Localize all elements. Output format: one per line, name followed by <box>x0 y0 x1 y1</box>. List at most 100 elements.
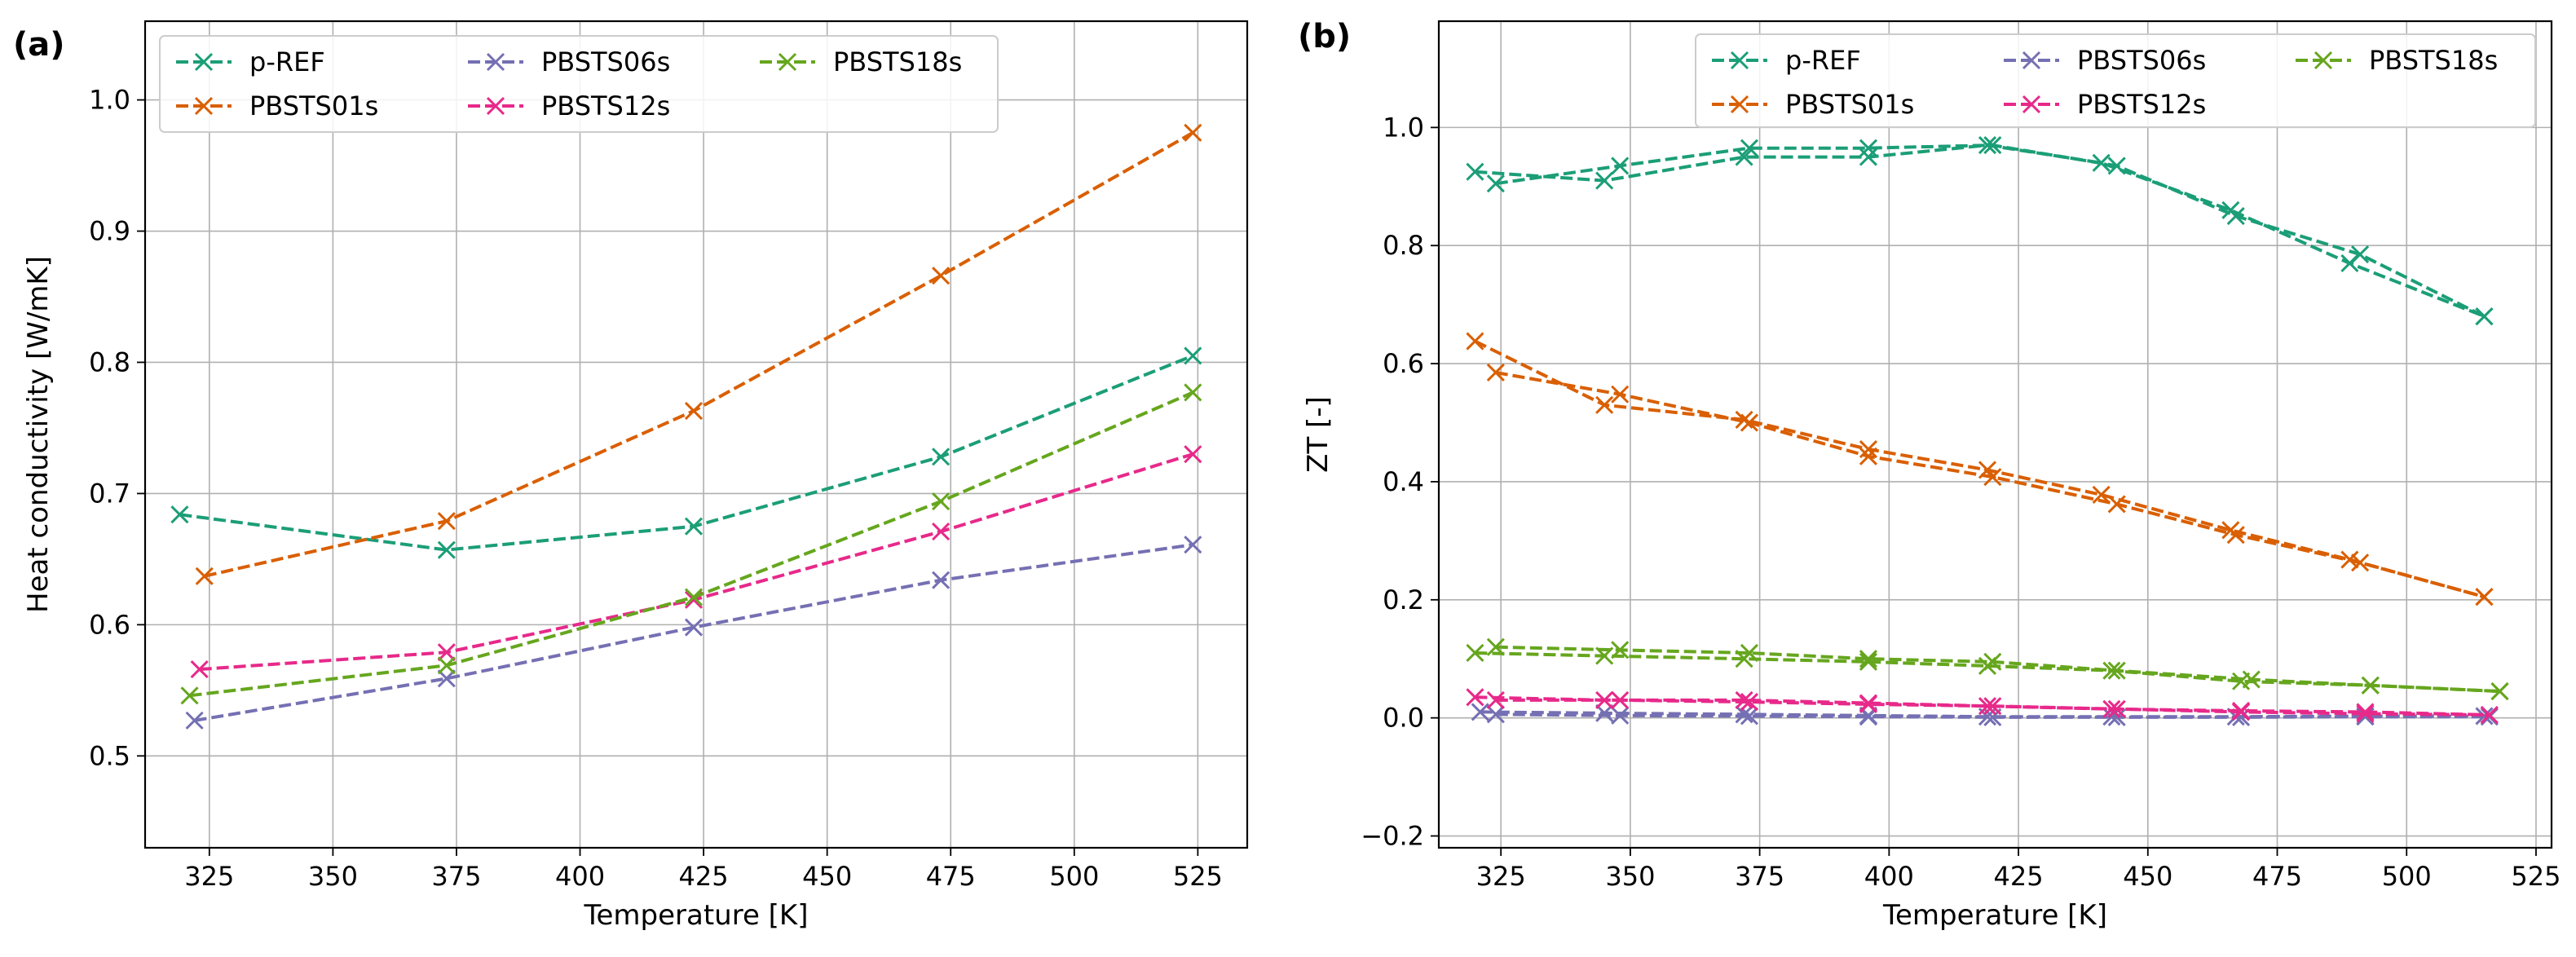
series-line <box>1475 651 2500 694</box>
x-tick-label: 525 <box>2511 861 2561 892</box>
y-tick-label: 0.5 <box>89 740 130 771</box>
data-point: PBSTS01s: 348 K, 0.55 <box>1611 385 1630 404</box>
legend-marker-icon <box>778 52 797 72</box>
panel-a: p-REF: 319 K, 0.68 p-REF: 373 K, 0.66 p-RE… <box>13 20 1249 932</box>
data-point: PBSTS12s: 516 K, 0.01 <box>2480 705 2499 725</box>
ticks-a: 325 350 375 400 425 450 475 500 525 0.5 0.6 0.7 0.8 0… <box>89 85 1223 892</box>
data-point: PBSTS12s: 524 K, 0.73 <box>1184 445 1202 464</box>
data-point: PBSTS12s: 473 K, 0.67 <box>932 523 951 541</box>
legend-entry-p-REF: p-REF <box>1712 45 1861 76</box>
x-tick-label: 350 <box>1605 861 1655 892</box>
data-point: PBSTS06s: 443 K, 0.00 <box>2102 708 2121 726</box>
panel-label-b: (b) <box>1298 18 1351 55</box>
data-point: PBSTS18s: 373 K, 0.11 <box>1740 643 1758 663</box>
panel-label-a: (a) <box>13 26 65 64</box>
series-p-REF: p-REF: 324 K, 0.91p-REF: 348 K, 0.94p-RE… <box>1486 136 2494 326</box>
data-point: PBSTS18s: 470 K, 0.07 <box>2242 670 2261 689</box>
y-tick-label: 0.9 <box>89 216 130 247</box>
data-point: PBSTS12s: 444 K, 0.02 <box>2107 699 2126 718</box>
data-point: PBSTS12s: 420 K, 0.02 <box>1983 697 2002 716</box>
data-point: PBSTS01s: 320 K, 0.64 <box>1466 332 1484 351</box>
data-point: PBSTS18s: 396 K, 0.10 <box>1859 652 1878 671</box>
y-tick-label: 1.0 <box>89 85 130 116</box>
data-point: PBSTS01s: 372 K, 0.51 <box>1735 410 1753 429</box>
data-point: p-REF: 373 K, 0.97 <box>1740 139 1758 157</box>
data-point: PBSTS06s: 373 K, 0.56 <box>437 669 456 688</box>
data-point: PBSTS06s: 524 K, 0.66 <box>1184 536 1202 554</box>
data-point: PBSTS01s: 345 K, 0.53 <box>1595 395 1614 414</box>
data-point: PBSTS01s: 473 K, 0.87 <box>932 267 951 285</box>
series-PBSTS18s: PBSTS18s: 321 K, 0.55 PBSTS18s: 373 K, 0.… <box>180 383 1202 705</box>
y-tick-label: 0.4 <box>1383 466 1424 497</box>
legend-entry-PBSTS06s: PBSTS06s <box>2004 45 2206 76</box>
plot-frame-a <box>143 20 1249 849</box>
legend-label: PBSTS01s <box>1785 89 1914 120</box>
legend-label: PBSTS12s <box>2077 89 2206 120</box>
data-point: PBSTS12s: 468 K, 0.01 <box>2232 703 2251 721</box>
data-point: PBSTS18s: 473 K, 0.69 <box>932 492 951 511</box>
series-PBSTS01s: PBSTS01s: 324 K, 0.59 PBSTS01s: 348 K, 0.… <box>1486 363 2494 606</box>
legend-marker-icon <box>1730 95 1749 114</box>
legend-entry-PBSTS18s: PBSTS18s <box>2296 45 2498 76</box>
y-tick-label: −0.2 <box>1361 821 1424 852</box>
data-point: p-REF: 515 K, 0.68 <box>2475 307 2494 326</box>
x-tick-label: 475 <box>926 861 976 892</box>
legend-label: p-REF <box>1785 45 1861 76</box>
data-point: p-REF: 348 K, 0.94 <box>1611 157 1630 175</box>
data-point: p-REF: 420 K, 0.97 <box>1983 136 2002 155</box>
data-point: PBSTS06s: 473 K, 0.63 <box>932 571 951 589</box>
x-tick-label: 400 <box>555 861 605 892</box>
data-point: PBSTS06s: 515 K, 0.00 <box>2475 707 2494 725</box>
legend-entry-PBSTS06s: PBSTS06s <box>468 46 670 77</box>
data-point: PBSTS12s: 373 K, 0.58 <box>437 643 456 662</box>
data-point: PBSTS01s: 423 K, 0.76 <box>684 401 704 421</box>
legend-label: PBSTS06s <box>541 46 670 77</box>
data-point: PBSTS12s: 324 K, 0.03 <box>1486 690 1505 709</box>
data-point: PBSTS12s: 443 K, 0.02 <box>2102 699 2121 718</box>
data-point: PBSTS01s: 491 K, 0.26 <box>2351 553 2370 572</box>
data-point: PBSTS06s: 516 K, 0.00 <box>2480 708 2499 726</box>
data-point: PBSTS01s: 324 K, 0.59 <box>1486 363 1505 382</box>
data-point: PBSTS01s: 444 K, 0.36 <box>2107 495 2126 514</box>
data-point: p-REF: 473 K, 0.73 <box>932 448 951 466</box>
legend-label: PBSTS01s <box>249 90 378 121</box>
y-tick-label: 0.6 <box>1383 348 1424 379</box>
data-point: PBSTS12s: 419 K, 0.02 <box>1978 697 1997 716</box>
grid-a <box>145 21 1247 848</box>
data-point: PBSTS06s: 321 K, 0.01 <box>1471 703 1489 721</box>
data-point: PBSTS12s: 348 K, 0.03 <box>1611 690 1630 709</box>
series-PBSTS01s: PBSTS01s: 324 K, 0.64 PBSTS01s: 373 K, 0.… <box>195 123 1202 585</box>
y-tick-label: 0.6 <box>89 609 130 640</box>
data-point: PBSTS12s: 396 K, 0.02 <box>1859 695 1878 714</box>
data-point: PBSTS01s: 467 K, 0.31 <box>2226 526 2245 545</box>
data-point: PBSTS06s: 322 K, 0.53 <box>185 711 204 730</box>
y-axis-label-b: ZT [-] <box>1302 396 1334 473</box>
data-point: PBSTS18s: 493 K, 0.06 <box>2361 676 2380 695</box>
legend-marker-icon <box>2022 51 2041 70</box>
data-point: PBSTS18s: 420 K, 0.10 <box>1983 652 2002 671</box>
data-point: PBSTS06s: 348 K, 0.00 <box>1611 706 1630 725</box>
data-point: PBSTS01s: 441 K, 0.38 <box>2092 485 2111 504</box>
data-point: PBSTS18s: 373 K, 0.57 <box>437 656 456 675</box>
data-point: PBSTS18s: 518 K, 0.05 <box>2490 682 2509 701</box>
data-point: PBSTS12s: 492 K, 0.01 <box>2356 704 2375 723</box>
data-point: PBSTS06s: 345 K, 0.01 <box>1595 703 1614 722</box>
y-tick-label: 0.2 <box>1383 584 1424 615</box>
data-point: PBSTS01s: 524 K, 0.98 <box>1184 123 1202 142</box>
data-point: PBSTS18s: 444 K, 0.08 <box>2107 661 2126 680</box>
y-tick-label: 1.0 <box>1383 112 1424 143</box>
data-layer-a: p-REF: 319 K, 0.68 p-REF: 373 K, 0.66 p-RE… <box>170 123 1202 730</box>
data-point: p-REF: 423 K, 0.68 <box>684 517 704 536</box>
x-tick-label: 400 <box>1864 861 1914 892</box>
data-point: PBSTS01s: 420 K, 0.41 <box>1983 468 2002 487</box>
data-point: PBSTS12s: 372 K, 0.03 <box>1735 690 1753 709</box>
data-point: PBSTS12s: 320 K, 0.04 <box>1466 688 1484 707</box>
data-point: p-REF: 524 K, 0.81 <box>1184 346 1202 365</box>
x-tick-label: 475 <box>2252 861 2302 892</box>
x-tick-label: 450 <box>2123 861 2172 892</box>
data-point: p-REF: 396 K, 0.95 <box>1859 148 1878 166</box>
legend-entry-PBSTS01s: PBSTS01s <box>176 90 378 121</box>
y-tick-label: 0.8 <box>1383 230 1424 261</box>
data-point: PBSTS18s: 321 K, 0.55 <box>180 686 199 705</box>
x-tick-label: 500 <box>2382 861 2432 892</box>
